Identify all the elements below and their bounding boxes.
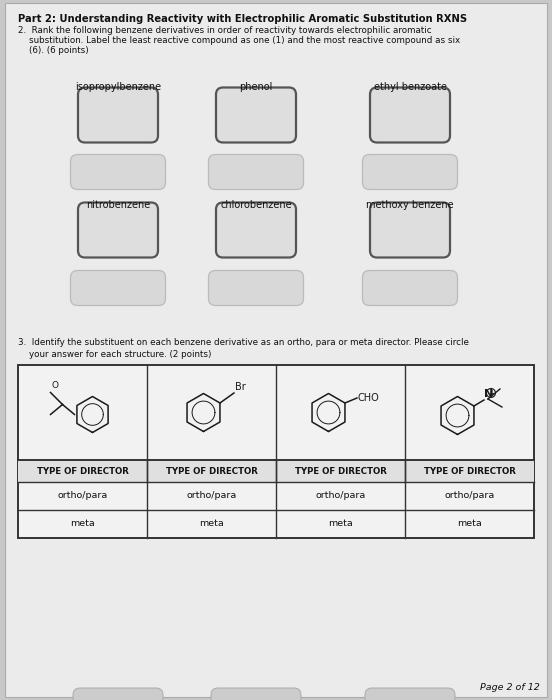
FancyBboxPatch shape [71, 155, 166, 190]
Text: N: N [484, 389, 493, 399]
Text: nitrobenzene: nitrobenzene [86, 200, 150, 210]
Text: ortho/para: ortho/para [187, 491, 237, 500]
Text: phenol: phenol [240, 82, 273, 92]
FancyBboxPatch shape [370, 88, 450, 143]
FancyBboxPatch shape [78, 202, 158, 258]
Text: meta: meta [199, 519, 224, 528]
Text: (6). (6 points): (6). (6 points) [18, 46, 89, 55]
Text: Br: Br [235, 382, 246, 392]
Text: +: + [488, 389, 494, 398]
Text: TYPE OF DIRECTOR: TYPE OF DIRECTOR [423, 466, 516, 475]
Text: chlorobenzene: chlorobenzene [220, 200, 292, 210]
FancyBboxPatch shape [370, 202, 450, 258]
Text: TYPE OF DIRECTOR: TYPE OF DIRECTOR [166, 466, 257, 475]
Text: Part 2: Understanding Reactivity with Electrophilic Aromatic Substitution RXNS: Part 2: Understanding Reactivity with El… [18, 14, 467, 24]
Text: ortho/para: ortho/para [57, 491, 108, 500]
FancyBboxPatch shape [365, 688, 455, 700]
FancyBboxPatch shape [5, 3, 547, 697]
Text: Page 2 of 12: Page 2 of 12 [480, 683, 540, 692]
Text: TYPE OF DIRECTOR: TYPE OF DIRECTOR [295, 466, 386, 475]
Text: 3.  Identify the substituent on each benzene derivative as an ortho, para or met: 3. Identify the substituent on each benz… [18, 338, 469, 347]
FancyBboxPatch shape [18, 365, 534, 538]
Text: meta: meta [70, 519, 95, 528]
FancyBboxPatch shape [18, 460, 534, 482]
Text: ethyl benzoate: ethyl benzoate [374, 82, 447, 92]
FancyBboxPatch shape [216, 88, 296, 143]
Text: TYPE OF DIRECTOR: TYPE OF DIRECTOR [36, 466, 129, 475]
Text: ortho/para: ortho/para [315, 491, 365, 500]
FancyBboxPatch shape [211, 688, 301, 700]
FancyBboxPatch shape [71, 270, 166, 305]
FancyBboxPatch shape [78, 88, 158, 143]
Text: methoxy benzene: methoxy benzene [366, 200, 454, 210]
Text: substitution. Label the least reactive compound as one (1) and the most reactive: substitution. Label the least reactive c… [18, 36, 460, 45]
FancyBboxPatch shape [363, 270, 458, 305]
FancyBboxPatch shape [363, 155, 458, 190]
Text: isopropylbenzene: isopropylbenzene [75, 82, 161, 92]
Text: CHO: CHO [358, 393, 380, 403]
Text: meta: meta [457, 519, 482, 528]
FancyBboxPatch shape [73, 688, 163, 700]
FancyBboxPatch shape [209, 270, 304, 305]
FancyBboxPatch shape [209, 155, 304, 190]
Text: O: O [51, 381, 59, 389]
Text: meta: meta [328, 519, 353, 528]
Text: your answer for each structure. (2 points): your answer for each structure. (2 point… [18, 350, 211, 359]
FancyBboxPatch shape [216, 202, 296, 258]
Text: ortho/para: ortho/para [444, 491, 495, 500]
Text: 2.  Rank the following benzene derivatives in order of reactivity towards electr: 2. Rank the following benzene derivative… [18, 26, 432, 35]
